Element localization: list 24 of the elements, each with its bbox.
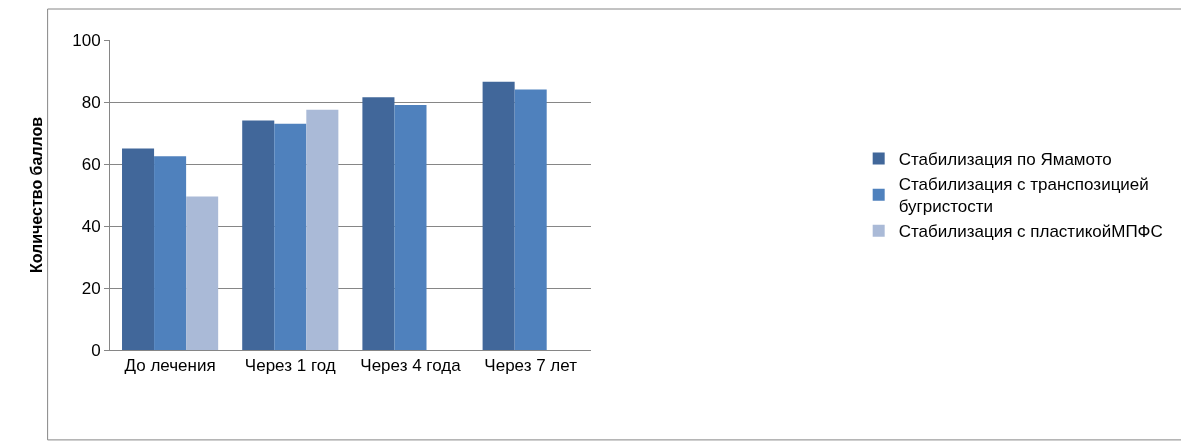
bar <box>362 97 395 350</box>
y-tick-label: 80 <box>81 92 101 112</box>
y-axis-title: Количество баллов <box>28 116 46 274</box>
y-tick-label: 100 <box>72 30 101 50</box>
x-tick-label: Через 1 год <box>244 356 336 376</box>
x-tick-label: Через 7 лет <box>484 356 578 376</box>
bar <box>122 148 155 350</box>
legend-label: Стабилизация с транспозицией бугристости <box>898 175 1149 217</box>
bar <box>306 109 339 350</box>
y-tick-label: 40 <box>81 216 101 236</box>
bar <box>514 89 547 350</box>
legend-label: Стабилизация с пластикойМПФС <box>898 222 1163 242</box>
y-tick-label: 20 <box>81 278 101 298</box>
legend-label: Стабилизация по Ямамото <box>898 150 1112 170</box>
bar <box>242 120 275 350</box>
y-tick-label: 0 <box>91 340 101 360</box>
x-tick-label: До лечения <box>124 356 216 376</box>
bar <box>482 81 515 350</box>
bar <box>394 105 427 350</box>
bar <box>274 123 307 350</box>
y-tick-label: 60 <box>81 154 101 174</box>
bar <box>186 196 219 350</box>
bar <box>154 156 187 350</box>
x-tick-label: Через 4 года <box>360 356 462 376</box>
